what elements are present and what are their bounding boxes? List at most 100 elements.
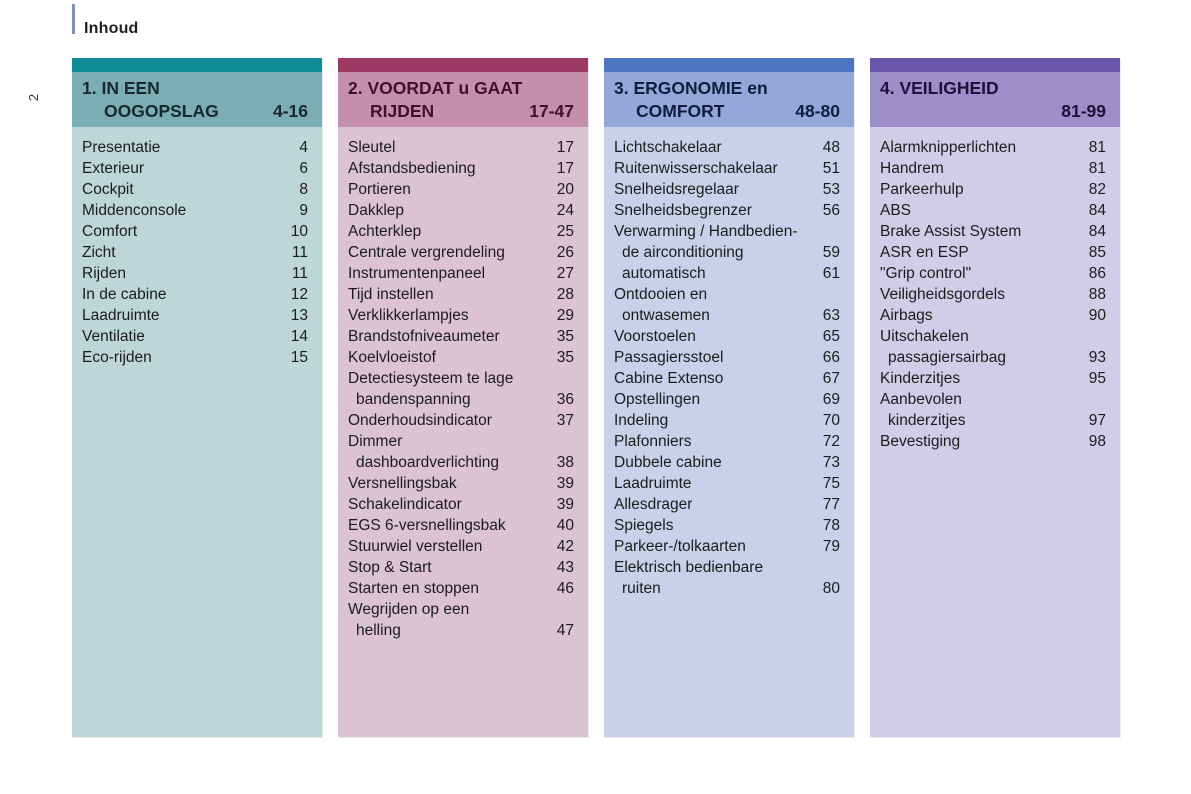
toc-entry: Stop & Start 43 <box>348 557 574 578</box>
toc-entry-page-number: 69 <box>822 391 840 408</box>
toc-entry: Laadruimte 75 <box>614 473 840 494</box>
toc-entry-page-number: 67 <box>822 370 840 387</box>
heading-accent-bar <box>72 4 75 34</box>
toc-entry: Elektrisch bedienbare <box>614 557 840 578</box>
toc-entry-label: Voorstoelen <box>614 328 696 345</box>
toc-entry-label: Versnellingsbak <box>348 475 457 492</box>
toc-entry-label: Indeling <box>614 412 669 429</box>
toc-entry-label: Instrumentenpaneel <box>348 265 486 282</box>
toc-entry-page-number: 35 <box>556 349 574 366</box>
toc-entry-page-number: 25 <box>556 223 574 240</box>
toc-list: Lichtschakelaar 48 Ruitenwisserschakelaar 5… <box>604 127 854 737</box>
toc-entry-page-number: 26 <box>556 244 574 261</box>
toc-column-voordat-u-gaat-rijden: 2. VOORDAT u GAAT RIJDEN 17-47 Sleutel 17… <box>338 58 588 737</box>
column-color-strip <box>870 58 1120 72</box>
toc-entry-label: Plafonniers <box>614 433 692 450</box>
toc-entry: Detectiesysteem te lage <box>348 368 574 389</box>
toc-column-ergonomie-en-comfort: 3. ERGONOMIE en COMFORT 48-80 Lichtschak… <box>604 58 854 737</box>
toc-entry: Lichtschakelaar 48 <box>614 137 840 158</box>
toc-entry: Eco-rijden 15 <box>82 347 308 368</box>
toc-entry: de airconditioning 59 <box>614 242 840 263</box>
toc-entry: Centrale vergrendeling 26 <box>348 242 574 263</box>
toc-entry-page-number: 42 <box>556 538 574 555</box>
toc-entry: Ventilatie 14 <box>82 326 308 347</box>
toc-entry-label: de airconditioning <box>622 244 744 261</box>
toc-entry-page-number: 6 <box>299 160 308 177</box>
column-title-line2: OOGOPSLAG 4-16 <box>82 100 308 123</box>
toc-entry-page-number: 11 <box>291 265 308 282</box>
toc-entry-label: Alarmknipperlichten <box>880 139 1017 156</box>
toc-entry-page-number: 39 <box>556 496 574 513</box>
toc-entry-page-number: 80 <box>822 580 840 597</box>
toc-entry-label: Centrale vergrendeling <box>348 244 505 261</box>
toc-entry-page-number <box>834 284 840 305</box>
toc-entry: Middenconsole 9 <box>82 200 308 221</box>
toc-entry-page-number: 51 <box>822 160 840 177</box>
toc-entry-page-number <box>1100 326 1106 347</box>
toc-entry-label: Dimmer <box>348 433 403 450</box>
toc-entry: Verwarming / Handbedien- <box>614 221 840 242</box>
toc-entry: Passagiersstoel 66 <box>614 347 840 368</box>
toc-entry-page-number <box>834 221 840 242</box>
toc-entry: passagiersairbag 93 <box>880 347 1106 368</box>
toc-entry-label: Stop & Start <box>348 559 432 576</box>
toc-entry: Tijd instellen 28 <box>348 284 574 305</box>
page-title: Inhoud <box>84 20 139 37</box>
toc-entry: Verklikkerlampjes 29 <box>348 305 574 326</box>
toc-entry-page-number: 53 <box>822 181 840 198</box>
toc-entry-page-number: 93 <box>1088 349 1106 366</box>
toc-entry-label: Parkeer-/tolkaarten <box>614 538 746 555</box>
toc-entry-label: Zicht <box>82 244 116 261</box>
toc-entry: Uitschakelen <box>880 326 1106 347</box>
toc-entry-page-number <box>1100 389 1106 410</box>
toc-entry-page-number: 61 <box>822 265 840 282</box>
toc-entry: Sleutel 17 <box>348 137 574 158</box>
toc-entry: bandenspanning 36 <box>348 389 574 410</box>
toc-entry-label: Koelvloeistof <box>348 349 436 366</box>
toc-entry-label: Cockpit <box>82 181 134 198</box>
toc-entry-page-number: 79 <box>822 538 840 555</box>
toc-entry-page-number: 66 <box>822 349 840 366</box>
toc-entry: Rijden 11 <box>82 263 308 284</box>
column-title-line2-text: OOGOPSLAG <box>104 101 219 121</box>
column-title-line2-text: RIJDEN <box>370 101 435 121</box>
toc-entry-page-number: 12 <box>290 286 308 303</box>
toc-entry-label: Brake Assist System <box>880 223 1022 240</box>
toc-entry-label: Detectiesysteem te lage <box>348 370 514 387</box>
toc-entry-page-number: 10 <box>290 223 308 240</box>
column-color-strip <box>604 58 854 72</box>
toc-entry: Allesdrager 77 <box>614 494 840 515</box>
toc-entry: ontwasemen 63 <box>614 305 840 326</box>
toc-entry-page-number: 40 <box>556 517 574 534</box>
toc-entry: Starten en stoppen 46 <box>348 578 574 599</box>
toc-entry: Comfort 10 <box>82 221 308 242</box>
toc-entry: Dubbele cabine 73 <box>614 452 840 473</box>
toc-entry: Snelheidsregelaar 53 <box>614 179 840 200</box>
toc-entry-label: Snelheidsbegrenzer <box>614 202 752 219</box>
toc-entry-label: Starten en stoppen <box>348 580 479 597</box>
toc-list: Presentatie 4 Exterieur 6 Cockpit 8 Middencons… <box>72 127 322 737</box>
toc-entry-page-number: 8 <box>299 181 308 198</box>
toc-entry: Voorstoelen 65 <box>614 326 840 347</box>
toc-entry: Achterklep 25 <box>348 221 574 242</box>
column-title-line2: 81-99 <box>880 100 1106 123</box>
toc-entry-label: Exterieur <box>82 160 145 177</box>
toc-entry: Portieren 20 <box>348 179 574 200</box>
toc-entry-page-number: 82 <box>1088 181 1106 198</box>
column-header: 2. VOORDAT u GAAT RIJDEN 17-47 <box>338 72 588 127</box>
toc-entry-label: Opstellingen <box>614 391 701 408</box>
toc-entry-page-number: 20 <box>556 181 574 198</box>
toc-entry-label: EGS 6-versnellingsbak <box>348 517 506 534</box>
column-title-line2: RIJDEN 17-47 <box>348 100 574 123</box>
toc-entry-label: Veiligheidsgordels <box>880 286 1005 303</box>
toc-entry-label: Elektrisch bedienbare <box>614 559 764 576</box>
toc-entry-label: Aanbevolen <box>880 391 962 408</box>
toc-entry-label: Presentatie <box>82 139 161 156</box>
toc-entry: Koelvloeistof 35 <box>348 347 574 368</box>
toc-entry-page-number: 72 <box>822 433 840 450</box>
toc-column-veiligheid: 4. VEILIGHEID 81-99 Alarmknipperlichten 8… <box>870 58 1120 737</box>
toc-entry-label: Schakelindicator <box>348 496 462 513</box>
toc-entry-page-number: 9 <box>299 202 308 219</box>
toc-entry-page-number: 77 <box>822 496 840 513</box>
toc-entry-label: ABS <box>880 202 912 219</box>
